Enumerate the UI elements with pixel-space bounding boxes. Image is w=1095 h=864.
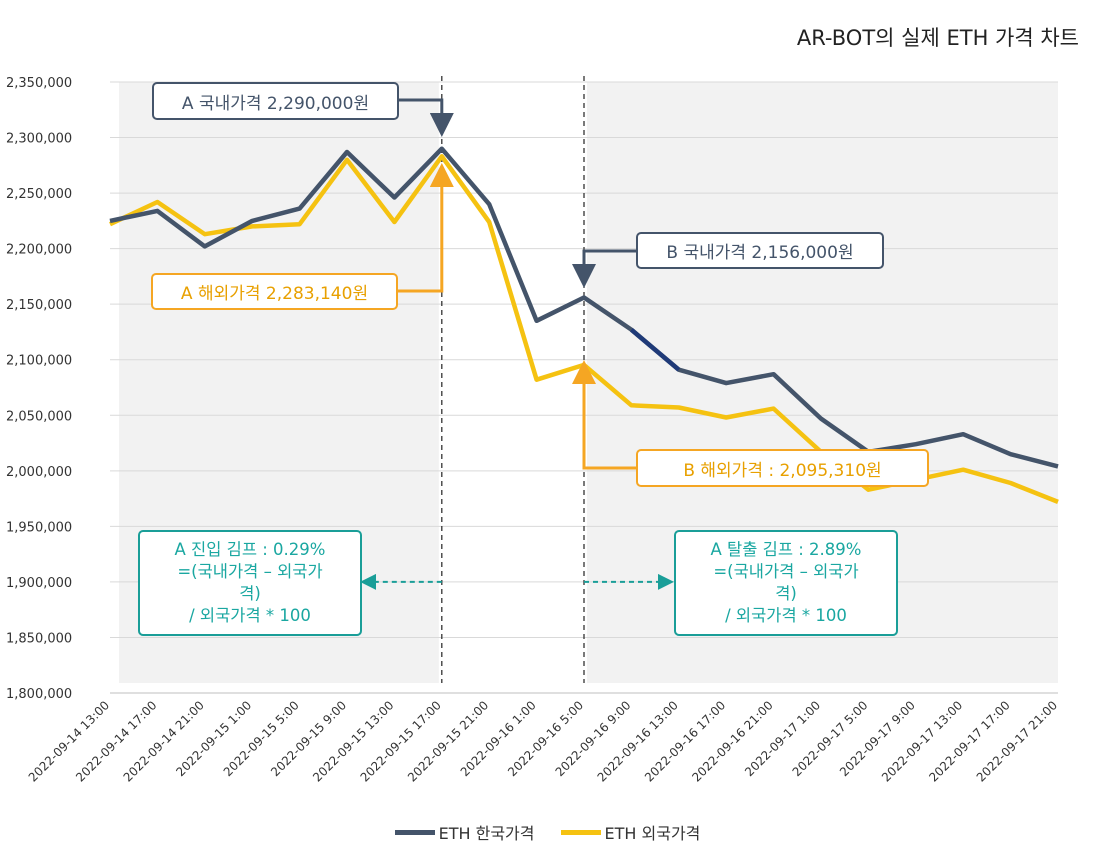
- a-premium-line-4: / 외국가격 * 100: [189, 606, 311, 625]
- a-foreign-price-label: A 해외가격 2,283,140원: [180, 284, 369, 304]
- b-foreign-price-label: B 해외가격 : 2,095,310원: [683, 460, 882, 481]
- a-premium-line-2: =(국내가격 – 외국가: [177, 562, 323, 581]
- a-domestic-price-box: A 국내가격 2,290,000원: [152, 82, 399, 120]
- x-tick-label: 2022-09-14 21:00: [121, 698, 207, 784]
- y-tick-label: 2,200,000: [6, 243, 72, 258]
- a-domestic-price-label: A 국내가격 2,290,000원: [181, 93, 370, 114]
- y-tick-label: 2,100,000: [6, 354, 72, 369]
- chart-title: AR-BOT의 실제 ETH 가격 차트: [796, 26, 1079, 50]
- x-tick-label: 2022-09-16 13:00: [595, 698, 681, 784]
- y-tick-label: 1,850,000: [6, 631, 72, 646]
- x-tick-label: 2022-09-17 13:00: [879, 698, 965, 784]
- b-foreign-arrow: [572, 360, 636, 470]
- b-premium-line-1: A 탈출 김프 : 2.89%: [710, 540, 862, 559]
- x-tick-label: 2022-09-16 17:00: [642, 698, 728, 784]
- b-premium-line-2: =(국내가격 – 외국가: [713, 562, 859, 581]
- legend-swatch-foreign: [560, 829, 601, 835]
- legend-label-domestic: ETH 한국가격: [438, 824, 535, 843]
- x-tick-label: 2022-09-15 17:00: [358, 698, 444, 784]
- y-tick-label: 1,800,000: [6, 687, 72, 702]
- a-entry-premium-box: A 진입 김프 : 0.29% =(국내가격 – 외국가 격) / 외국가격 *…: [138, 530, 362, 636]
- x-tick-label: 2022-09-15 13:00: [310, 698, 396, 784]
- a-domestic-arrow: [399, 98, 454, 137]
- legend-swatch-domestic: [394, 829, 435, 835]
- y-tick-label: 1,950,000: [6, 520, 72, 535]
- legend-label-foreign: ETH 외국가격: [604, 824, 701, 843]
- b-domestic-price-box: B 국내가격 2,156,000원: [636, 232, 884, 269]
- x-tick-label: 2022-09-16 21:00: [689, 698, 775, 784]
- a-premium-line-1: A 진입 김프 : 0.29%: [174, 540, 326, 559]
- b-foreign-price-box: B 해외가격 : 2,095,310원: [636, 449, 929, 487]
- legend-item-foreign: ETH 외국가격: [560, 820, 701, 844]
- legend-item-domestic: ETH 한국가격: [394, 820, 535, 844]
- b-domestic-price-label: B 국내가격 2,156,000원: [666, 243, 854, 263]
- y-tick-label: 1,900,000: [6, 576, 72, 591]
- x-tick-label: 2022-09-14 17:00: [73, 698, 159, 784]
- y-tick-label: 2,150,000: [6, 298, 72, 313]
- chart-legend: ETH 한국가격 ETH 외국가격: [0, 820, 1095, 844]
- highlight-segment: [629, 328, 681, 372]
- a-foreign-arrow: [398, 163, 454, 293]
- y-tick-label: 2,050,000: [6, 409, 72, 424]
- b-premium-line-3: 격): [775, 584, 797, 603]
- x-tick-label: 2022-09-15 21:00: [405, 698, 491, 784]
- y-tick-label: 2,000,000: [6, 465, 72, 480]
- x-tick-label: 2022-09-14 13:00: [26, 698, 112, 784]
- a-premium-line-3: 격): [239, 584, 261, 603]
- b-premium-line-4: / 외국가격 * 100: [725, 606, 847, 625]
- y-tick-label: 2,350,000: [6, 76, 72, 91]
- b-exit-premium-box: A 탈출 김프 : 2.89% =(국내가격 – 외국가 격) / 외국가격 *…: [674, 530, 898, 636]
- x-tick-label: 2022-09-17 17:00: [926, 698, 1012, 784]
- x-tick-label: 2022-09-17 21:00: [974, 698, 1060, 784]
- b-domestic-arrow: [572, 249, 636, 288]
- y-tick-label: 2,300,000: [6, 132, 72, 147]
- y-tick-label: 2,250,000: [6, 187, 72, 202]
- a-foreign-price-box: A 해외가격 2,283,140원: [151, 273, 398, 310]
